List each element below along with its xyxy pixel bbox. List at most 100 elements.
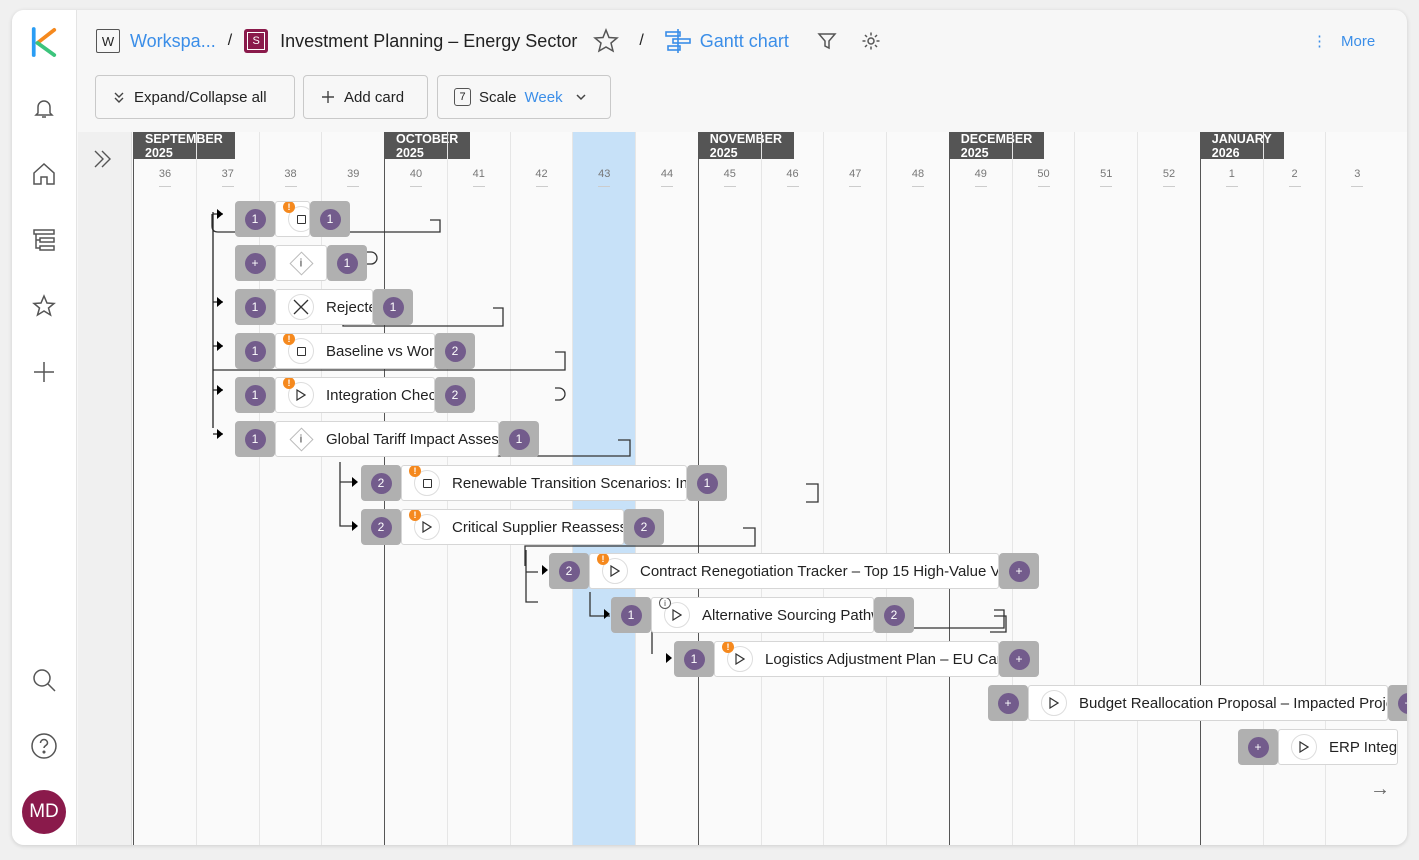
add-dependency-button[interactable]: + — [1008, 648, 1030, 670]
gantt-card[interactable]: 1 i Global Tariff Impact Assessment – Q … — [235, 421, 539, 457]
card-right-handle[interactable]: + — [1388, 685, 1407, 721]
more-menu[interactable]: ⋮ More — [1312, 28, 1375, 54]
dependency-count-badge[interactable]: 1 — [319, 208, 341, 230]
stop-status-icon[interactable]: ! — [283, 202, 309, 232]
card-body[interactable]: ! Dashboard — [275, 201, 310, 237]
dependency-count-badge[interactable]: 1 — [244, 208, 266, 230]
card-left-handle[interactable]: 1 — [235, 333, 275, 369]
dependency-count-badge[interactable]: 2 — [883, 604, 905, 626]
card-body[interactable]: i — [275, 245, 327, 281]
gantt-card[interactable]: 1 ! Dashboard 1 — [235, 201, 350, 237]
card-right-handle[interactable]: 1 — [373, 289, 413, 325]
card-right-handle[interactable]: 1 — [499, 421, 539, 457]
card-left-handle[interactable]: 1 — [235, 201, 275, 237]
diamond-info-status-icon[interactable]: i — [288, 426, 314, 452]
dependency-count-badge[interactable]: 1 — [683, 648, 705, 670]
dependency-count-badge[interactable]: 1 — [508, 428, 530, 450]
card-right-handle[interactable]: 1 — [310, 201, 350, 237]
bell-icon[interactable] — [30, 94, 58, 122]
play-status-icon[interactable] — [1291, 734, 1317, 760]
gantt-card[interactable]: 1 ! Integration Checklist – ERP 2 — [235, 377, 475, 413]
settings-gear-icon[interactable] — [861, 31, 881, 51]
view-gantt-chart[interactable]: Gantt chart — [699, 30, 789, 51]
project-title[interactable]: Investment Planning – Energy Sector — [280, 30, 578, 51]
card-body[interactable]: ! Contract Renegotiation Tracker – Top 1… — [589, 553, 999, 589]
card-right-handle[interactable]: + — [999, 553, 1039, 589]
card-body[interactable]: ! Logistics Adjustment Plan – EU Carbon … — [714, 641, 999, 677]
filter-icon[interactable] — [817, 31, 837, 51]
card-left-handle[interactable]: 1 — [235, 377, 275, 413]
dependency-count-badge[interactable]: 1 — [620, 604, 642, 626]
dependency-count-badge[interactable]: 2 — [370, 516, 392, 538]
add-dependency-button[interactable]: + — [997, 692, 1019, 714]
dependency-count-badge[interactable]: 2 — [370, 472, 392, 494]
gantt-card[interactable]: 1 Rejected Scenarios 1 — [235, 289, 413, 325]
add-dependency-button[interactable]: + — [1397, 692, 1407, 714]
card-right-handle[interactable]: 2 — [435, 377, 475, 413]
dependency-count-badge[interactable]: 2 — [444, 384, 466, 406]
tree-icon[interactable] — [30, 226, 58, 254]
gantt-card[interactable]: 1 ! Baseline vs Worst-Case Models 2 — [235, 333, 475, 369]
dependency-count-badge[interactable]: 2 — [444, 340, 466, 362]
card-body[interactable]: Rejected Scenarios — [275, 289, 373, 325]
card-left-handle[interactable]: 1 — [674, 641, 714, 677]
card-left-handle[interactable]: 1 — [235, 421, 275, 457]
card-body[interactable]: ! Baseline vs Worst-Case Models — [275, 333, 435, 369]
add-dependency-button[interactable]: + — [1008, 560, 1030, 582]
card-body[interactable]: ! Renewable Transition Scenarios: Incent… — [401, 465, 687, 501]
stop-status-icon[interactable]: ! — [409, 466, 440, 496]
card-left-handle[interactable]: 1 — [235, 289, 275, 325]
card-right-handle[interactable]: 2 — [435, 333, 475, 369]
card-left-handle[interactable]: 2 — [549, 553, 589, 589]
card-left-handle[interactable]: 2 — [361, 465, 401, 501]
play-status-icon[interactable] — [1041, 690, 1067, 716]
diamond-info-status-icon[interactable]: i — [288, 250, 314, 276]
expand-panel-icon[interactable] — [92, 148, 114, 170]
dependency-count-badge[interactable]: 1 — [382, 296, 404, 318]
home-icon[interactable] — [30, 160, 58, 188]
logo[interactable] — [30, 27, 58, 57]
card-left-handle[interactable]: 1 — [611, 597, 651, 633]
workspace-link[interactable]: Workspa... — [130, 30, 216, 51]
scale-dropdown[interactable]: 7 Scale Week — [437, 75, 611, 119]
play-status-icon[interactable]: ! — [409, 510, 440, 540]
scroll-right-arrow-icon[interactable]: → — [1370, 778, 1390, 800]
add-dependency-button[interactable]: + — [1247, 736, 1269, 758]
card-right-handle[interactable]: 2 — [624, 509, 664, 545]
card-body[interactable]: ! Critical Supplier Reassessment – Tier — [401, 509, 624, 545]
play-status-icon[interactable]: ! — [597, 554, 628, 584]
play-status-icon[interactable]: ! — [283, 378, 314, 408]
star-icon[interactable] — [30, 292, 58, 320]
help-icon[interactable] — [30, 732, 58, 760]
stop-status-icon[interactable]: ! — [283, 334, 314, 364]
dependency-count-badge[interactable]: 1 — [696, 472, 718, 494]
dependency-count-badge[interactable]: 1 — [336, 252, 358, 274]
card-body[interactable]: Budget Reallocation Proposal – Impacted … — [1028, 685, 1388, 721]
gantt-card[interactable]: 1 i Alternative Sourcing Pathways – Valv… — [611, 597, 914, 633]
card-right-handle[interactable]: + — [999, 641, 1039, 677]
gantt-card[interactable]: 2 ! Critical Supplier Reassessment – Tie… — [361, 509, 664, 545]
search-icon[interactable] — [30, 666, 58, 694]
card-body[interactable]: i Alternative Sourcing Pathways – Valves — [651, 597, 874, 633]
card-left-handle[interactable]: + — [1238, 729, 1278, 765]
gantt-card[interactable]: + Budget Reallocation Proposal – Impacte… — [988, 685, 1407, 721]
card-right-handle[interactable]: 2 — [874, 597, 914, 633]
card-body[interactable]: ERP Integration — [1278, 729, 1398, 765]
expand-collapse-button[interactable]: Expand/Collapse all — [95, 75, 295, 119]
add-card-button[interactable]: Add card — [303, 75, 428, 119]
card-right-handle[interactable]: 1 — [687, 465, 727, 501]
dependency-count-badge[interactable]: 1 — [244, 384, 266, 406]
cancelled-status-icon[interactable] — [288, 294, 314, 320]
gantt-card[interactable]: 2 ! Contract Renegotiation Tracker – Top… — [549, 553, 1039, 589]
gantt-card[interactable]: + i 1 — [235, 245, 367, 281]
dependency-count-badge[interactable]: 1 — [244, 340, 266, 362]
card-right-handle[interactable]: 1 — [327, 245, 367, 281]
play-status-icon[interactable]: i — [659, 598, 690, 628]
dependency-count-badge[interactable]: 1 — [244, 428, 266, 450]
add-dependency-button[interactable]: + — [244, 252, 266, 274]
plus-icon[interactable] — [30, 358, 58, 386]
favorite-star-icon[interactable] — [593, 28, 620, 54]
gantt-card[interactable]: + ERP Integration — [1238, 729, 1398, 765]
card-body[interactable]: ! Integration Checklist – ERP — [275, 377, 435, 413]
gantt-card[interactable]: 2 ! Renewable Transition Scenarios: Ince… — [361, 465, 727, 501]
